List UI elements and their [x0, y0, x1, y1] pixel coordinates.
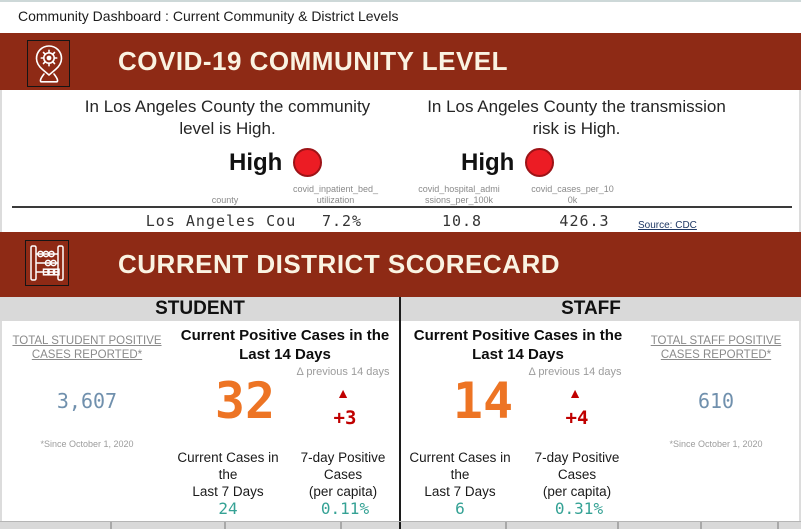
grid-tick	[340, 522, 342, 529]
staff-column-header: STAFF	[561, 298, 621, 319]
total-student-cases-value: 3,607	[56, 389, 118, 413]
level-indicator-circle	[525, 148, 555, 177]
student-cases-14-days-label: Current Positive Cases in the Last 14 Da…	[180, 327, 390, 363]
transmission-statement: In Los Angeles County the transmission r…	[427, 97, 726, 138]
total-student-cases-label: TOTAL STUDENT POSITIVE CASES REPORTED*	[12, 335, 162, 361]
window-title-bar: Community Dashboard : Current Community …	[0, 2, 801, 31]
table-cell-cases-per-100k: 426.3	[559, 212, 610, 230]
column-header-cases-per-100k: covid_cases_per_10 0k	[531, 184, 614, 205]
community-level-section: In Los Angeles County the community leve…	[0, 90, 801, 232]
bottom-grid-strip	[0, 521, 801, 529]
student-last-7-days-label: Current Cases in the Last 7 Days	[177, 450, 279, 499]
staff-since-note: *Since October 1, 2020	[669, 439, 763, 449]
student-cases-14-days-value: 32	[214, 372, 276, 430]
transmission-level-value: High	[461, 148, 515, 176]
page-title: Community Dashboard : Current Community …	[18, 8, 399, 24]
student-column-header: STUDENT	[155, 298, 245, 319]
grid-tick	[110, 522, 112, 529]
transmission-level-indicator: High	[461, 148, 555, 177]
student-per-capita-label: 7-day Positive Cases (per capita)	[300, 450, 386, 499]
staff-last-7-days-value: 6	[455, 499, 465, 518]
column-header-hospital-admissions: covid_hospital_admi ssions_per_100k	[418, 184, 500, 205]
source-cdc-link[interactable]: Source: CDC	[638, 220, 697, 231]
total-staff-cases-value: 610	[697, 389, 735, 413]
student-delta-period-label: Δ previous 14 days	[296, 366, 390, 378]
student-delta-value: +3	[333, 407, 357, 429]
staff-per-capita-label: 7-day Positive Cases (per capita)	[534, 450, 620, 499]
student-last-7-days-value: 24	[218, 499, 238, 518]
grid-tick	[505, 522, 507, 529]
table-cell-county: Los Angeles Cou	[145, 212, 297, 230]
grid-tick	[399, 522, 401, 529]
increase-arrow-icon: ▲	[336, 385, 350, 401]
community-statement: In Los Angeles County the community leve…	[84, 97, 371, 138]
level-indicator-circle	[293, 148, 323, 177]
abacus-icon	[25, 240, 69, 286]
grid-tick	[777, 522, 779, 529]
grid-tick	[224, 522, 226, 529]
district-scorecard-header: CURRENT DISTRICT SCORECARD	[118, 249, 560, 279]
column-header-bed-utilization: covid_inpatient_bed_ utilization	[292, 184, 379, 205]
grid-tick	[700, 522, 702, 529]
staff-cases-14-days-label: Current Positive Cases in the Last 14 Da…	[413, 327, 623, 363]
student-per-capita-value: 0.11%	[320, 499, 370, 518]
community-level-indicator: High	[229, 148, 323, 177]
community-level-header: COVID-19 COMMUNITY LEVEL	[118, 46, 509, 76]
student-staff-divider	[399, 297, 401, 529]
district-scorecard-banner: CURRENT DISTRICT SCORECARD	[0, 232, 801, 297]
table-cell-hospital-admissions: 10.8	[441, 212, 483, 230]
community-level-banner: COVID-19 COMMUNITY LEVEL	[0, 33, 801, 90]
student-since-note: *Since October 1, 2020	[40, 439, 134, 449]
increase-arrow-icon: ▲	[568, 385, 582, 401]
staff-per-capita-value: 0.31%	[554, 499, 604, 518]
virus-location-pin-icon	[27, 40, 70, 87]
grid-tick	[617, 522, 619, 529]
table-header-divider	[12, 206, 792, 208]
total-staff-cases-label: TOTAL STAFF POSITIVE CASES REPORTED*	[650, 335, 782, 361]
community-level-value: High	[229, 148, 283, 176]
column-header-county: county	[211, 195, 239, 205]
staff-delta-period-label: Δ previous 14 days	[528, 366, 622, 378]
table-cell-bed-utilization: 7.2%	[321, 212, 363, 230]
staff-delta-value: +4	[565, 407, 589, 429]
staff-cases-14-days-value: 14	[452, 372, 514, 430]
staff-last-7-days-label: Current Cases in the Last 7 Days	[409, 450, 511, 499]
